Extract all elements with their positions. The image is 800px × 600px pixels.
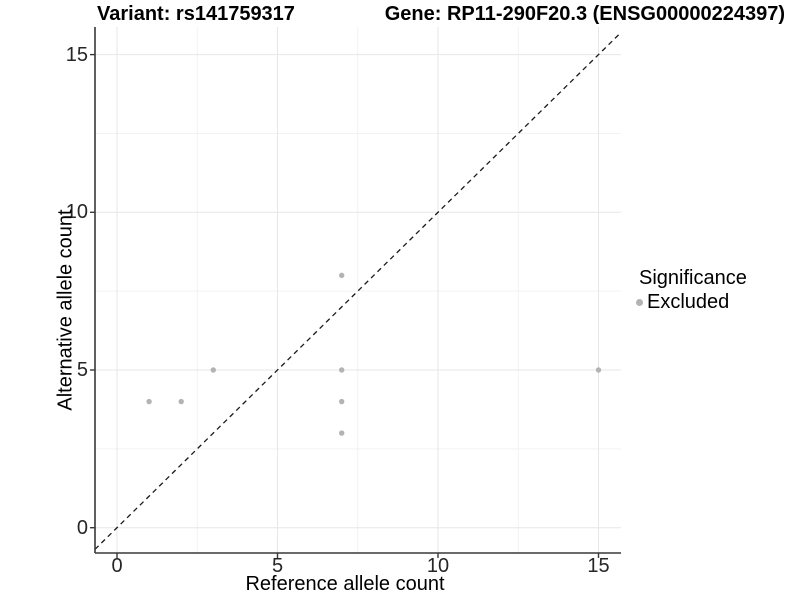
y-tick-label: 0 <box>76 516 88 539</box>
x-tick-label: 15 <box>587 555 610 577</box>
variant-title: Variant: rs141759317 <box>97 3 295 25</box>
data-point <box>210 367 216 373</box>
y-tick-label: 15 <box>65 43 88 66</box>
data-point <box>146 398 152 405</box>
data-point <box>339 367 345 373</box>
x-tick-label: 5 <box>271 555 284 577</box>
y-axis-title: Alternative allele count <box>54 209 77 411</box>
y-tick-label: 5 <box>76 359 88 381</box>
legend-item-excluded: Excluded <box>636 291 747 313</box>
legend-item-label: Excluded <box>647 291 730 313</box>
data-point <box>339 398 345 405</box>
legend: Significance Excluded <box>636 267 747 313</box>
excluded-point-icon <box>636 298 643 306</box>
legend-title: Significance <box>639 267 747 289</box>
x-tick-label: 10 <box>426 555 450 577</box>
x-tick-label: 0 <box>111 555 123 577</box>
data-point <box>339 272 345 279</box>
x-axis-title: Reference allele count <box>245 573 445 595</box>
identity-line <box>94 32 622 550</box>
data-point <box>595 367 602 373</box>
y-tick-label: 10 <box>65 201 88 224</box>
data-point <box>178 398 184 405</box>
gene-title: Gene: RP11-290F20.3 (ENSG00000224397) <box>384 3 785 25</box>
data-point <box>339 430 345 436</box>
